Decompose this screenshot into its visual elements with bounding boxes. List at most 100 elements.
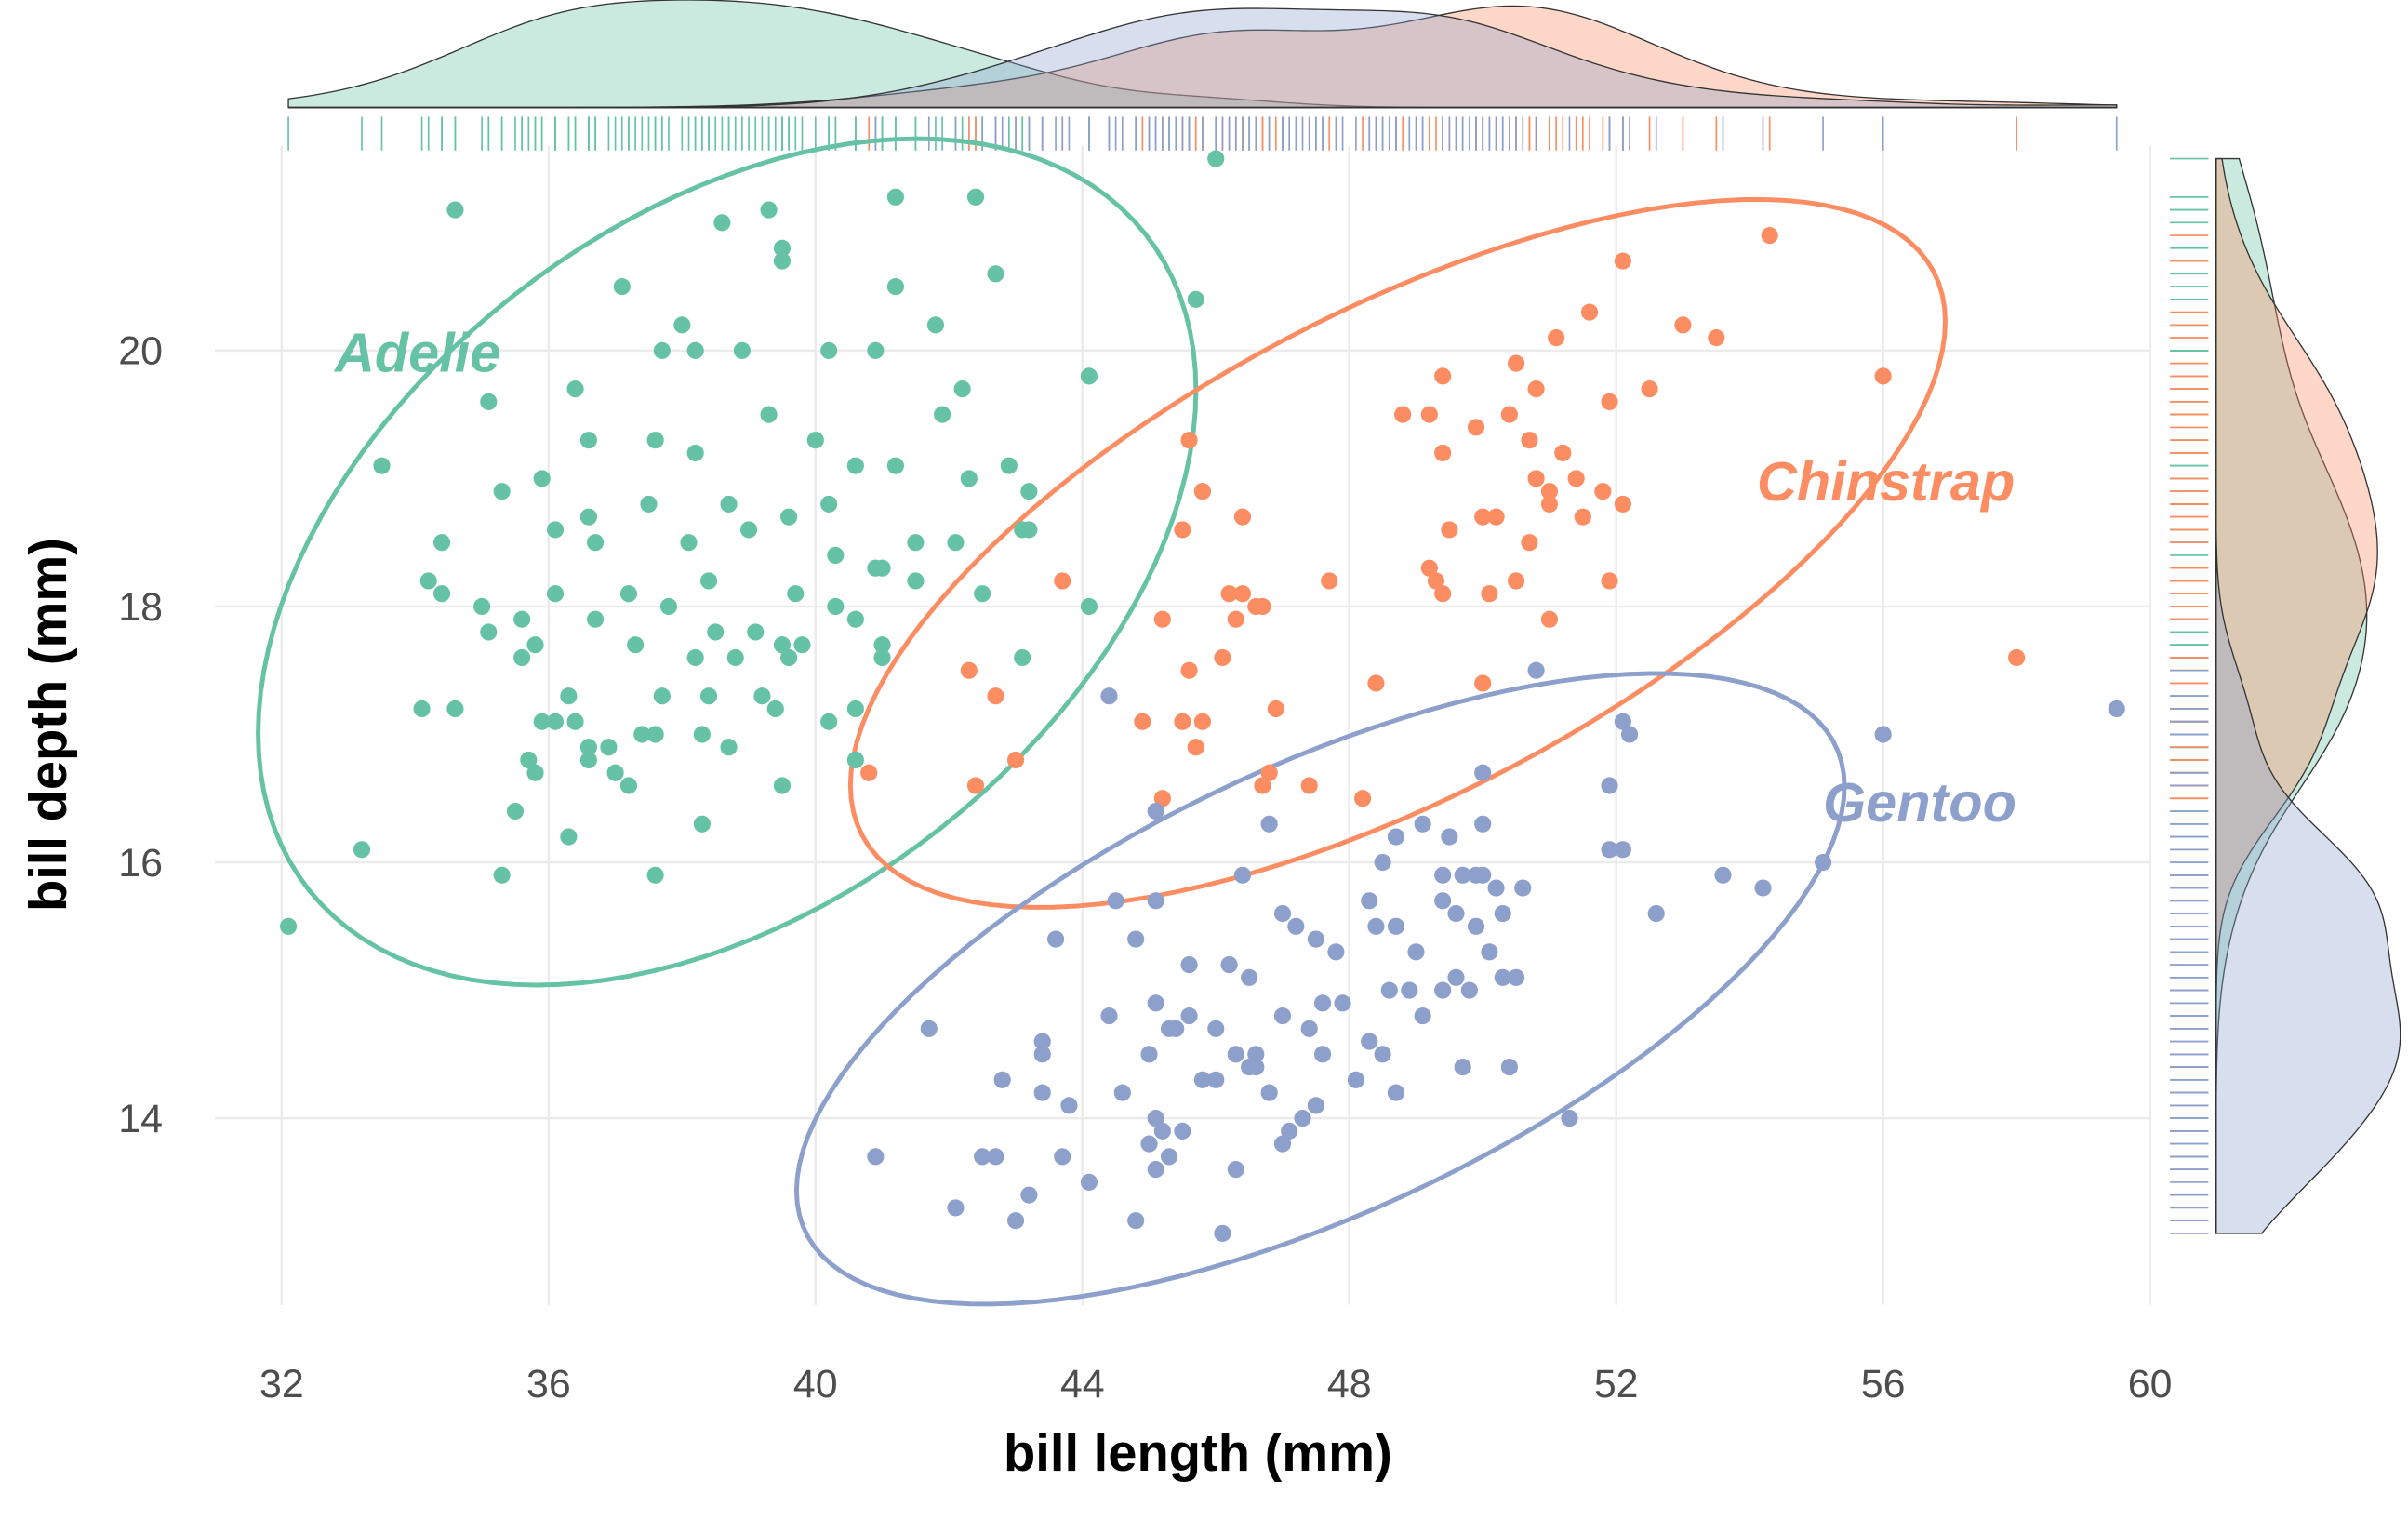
point xyxy=(1174,713,1191,730)
point xyxy=(1054,1148,1071,1166)
point xyxy=(726,648,744,667)
point xyxy=(1214,1224,1231,1242)
point xyxy=(1874,726,1892,743)
point xyxy=(1441,828,1458,846)
point xyxy=(1060,1097,1078,1114)
point xyxy=(987,265,1004,283)
point xyxy=(1153,790,1171,807)
point xyxy=(526,636,544,654)
ellipse xyxy=(256,136,1199,988)
point xyxy=(1815,853,1832,872)
point xyxy=(1287,917,1305,935)
point xyxy=(1434,981,1452,999)
point xyxy=(1227,1161,1244,1179)
point xyxy=(627,636,645,654)
point xyxy=(1514,879,1532,897)
point xyxy=(1508,354,1525,372)
point xyxy=(600,739,618,756)
point xyxy=(1281,1122,1298,1140)
point xyxy=(1574,508,1591,526)
point xyxy=(1620,726,1639,743)
point xyxy=(653,341,671,359)
point xyxy=(1300,1020,1318,1037)
point xyxy=(747,623,765,641)
point xyxy=(1508,572,1525,590)
point xyxy=(1193,713,1211,730)
point xyxy=(773,777,792,794)
point xyxy=(1708,329,1725,347)
point xyxy=(373,457,391,474)
point xyxy=(739,521,758,539)
point xyxy=(1321,572,1338,590)
point xyxy=(1254,597,1271,616)
point xyxy=(586,610,605,628)
point xyxy=(586,534,605,552)
series-label: Chinstrap xyxy=(1757,450,2015,513)
point xyxy=(432,534,451,552)
point xyxy=(1521,534,1538,552)
point xyxy=(686,341,704,359)
point xyxy=(1674,316,1692,334)
point xyxy=(1147,994,1164,1012)
point xyxy=(1020,483,1038,500)
point xyxy=(1247,1046,1265,1063)
point xyxy=(1500,1059,1518,1076)
point xyxy=(1134,713,1151,730)
point xyxy=(579,508,597,526)
x-tick-label: 44 xyxy=(1060,1362,1105,1407)
point xyxy=(1020,1186,1038,1204)
x-tick-label: 36 xyxy=(526,1362,571,1407)
point xyxy=(820,341,838,359)
point xyxy=(1174,521,1191,539)
point xyxy=(1521,432,1538,449)
point xyxy=(1233,585,1252,603)
point xyxy=(1180,955,1198,974)
point xyxy=(1540,483,1559,500)
point xyxy=(1006,751,1025,769)
point xyxy=(1387,917,1405,935)
point xyxy=(886,188,904,206)
point xyxy=(699,572,718,590)
point xyxy=(1000,457,1018,474)
point xyxy=(780,508,798,526)
point xyxy=(1487,879,1505,897)
point xyxy=(1147,1110,1164,1127)
point xyxy=(1601,572,1618,590)
point xyxy=(947,534,965,552)
point xyxy=(546,713,565,730)
points xyxy=(279,150,2125,1242)
point xyxy=(1233,866,1252,884)
point xyxy=(1300,777,1318,794)
point xyxy=(579,751,597,769)
point xyxy=(1474,508,1492,526)
point xyxy=(947,1199,965,1217)
point xyxy=(686,648,704,667)
point xyxy=(640,495,658,513)
point xyxy=(1367,917,1385,935)
point xyxy=(1474,764,1492,781)
y-tick-label: 16 xyxy=(118,841,163,886)
point xyxy=(506,802,525,820)
point xyxy=(2108,700,2125,718)
point xyxy=(1187,290,1204,308)
point xyxy=(646,432,664,449)
point xyxy=(1187,739,1204,756)
point xyxy=(1481,585,1498,603)
point xyxy=(1454,1059,1471,1076)
point xyxy=(1167,1020,1185,1037)
point xyxy=(560,687,578,705)
point xyxy=(1107,892,1124,910)
point xyxy=(1260,1084,1278,1101)
point xyxy=(1460,981,1478,999)
point xyxy=(1207,150,1225,167)
point xyxy=(1467,419,1485,436)
point xyxy=(1414,815,1431,833)
point xyxy=(1474,815,1492,833)
point xyxy=(993,1071,1011,1088)
point xyxy=(1580,303,1599,321)
point xyxy=(907,572,925,590)
point xyxy=(1046,930,1065,948)
point xyxy=(1193,1071,1211,1088)
point xyxy=(860,764,878,781)
